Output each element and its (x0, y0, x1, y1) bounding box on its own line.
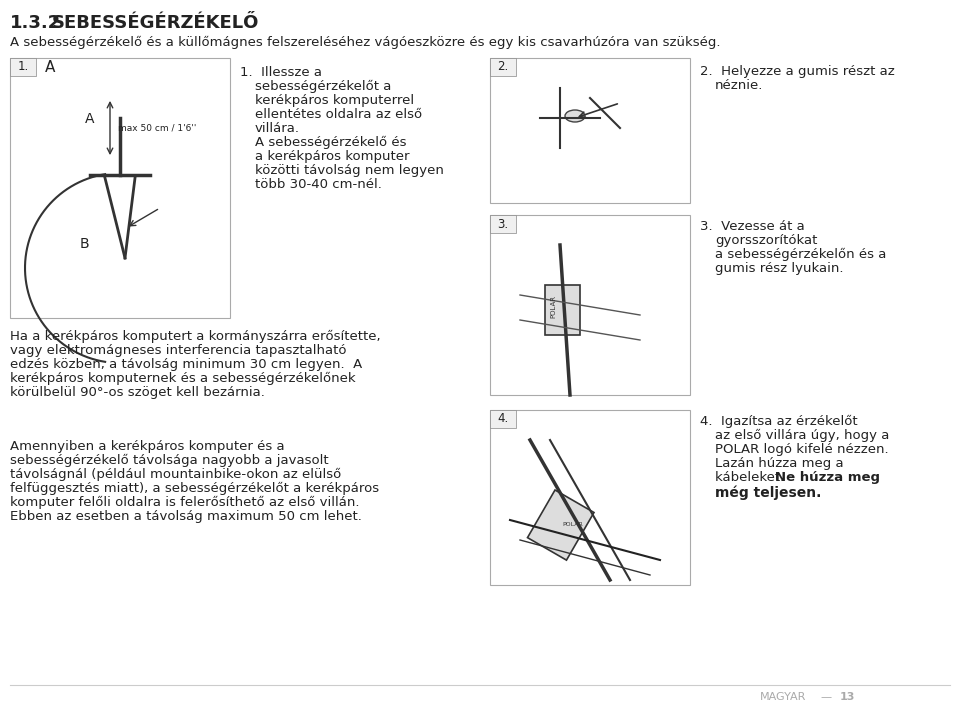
Text: A: A (85, 112, 94, 126)
Text: 3.: 3. (497, 218, 509, 230)
Text: 1.: 1. (17, 61, 29, 74)
Bar (527, 490, 594, 560)
Text: POLAR: POLAR (562, 522, 583, 527)
Text: villára.: villára. (255, 122, 300, 135)
Bar (490, 58, 516, 76)
Text: gyorsszorítókat: gyorsszorítókat (715, 234, 817, 247)
Bar (10, 58, 230, 318)
Bar (490, 410, 690, 585)
Ellipse shape (565, 110, 585, 122)
Bar (545, 285, 580, 335)
Text: komputer felőli oldalra is felerősíthető az első villán.: komputer felőli oldalra is felerősíthető… (10, 496, 359, 509)
Text: gumis rész lyukain.: gumis rész lyukain. (715, 262, 844, 275)
Text: 2.  Helyezze a gumis részt az: 2. Helyezze a gumis részt az (700, 65, 895, 78)
Text: max 50 cm / 1'6'': max 50 cm / 1'6'' (118, 124, 197, 132)
Text: Ebben az esetben a távolság maximum 50 cm lehet.: Ebben az esetben a távolság maximum 50 c… (10, 510, 362, 523)
Text: közötti távolság nem legyen: közötti távolság nem legyen (255, 164, 444, 177)
Bar (490, 215, 690, 395)
Bar (490, 215, 516, 233)
Text: több 30-40 cm-nél.: több 30-40 cm-nél. (255, 178, 382, 191)
Text: kerékpáros komputernek és a sebességérzékelőnek: kerékpáros komputernek és a sebességérzé… (10, 372, 355, 385)
Text: a kerékpáros komputer: a kerékpáros komputer (255, 150, 410, 163)
Text: még teljesen.: még teljesen. (715, 485, 822, 500)
Text: A: A (45, 61, 55, 76)
Text: távolságnál (például mountainbike-okon az elülső: távolságnál (például mountainbike-okon a… (10, 468, 341, 481)
Text: Amennyiben a kerékpáros komputer és a: Amennyiben a kerékpáros komputer és a (10, 440, 284, 453)
Bar (10, 58, 36, 76)
Text: 4.: 4. (497, 412, 509, 426)
Text: Ha a kerékpáros komputert a kormányszárra erősítette,: Ha a kerékpáros komputert a kormányszárr… (10, 330, 380, 343)
Text: 3.  Vezesse át a: 3. Vezesse át a (700, 220, 804, 233)
Text: Ne húzza meg: Ne húzza meg (775, 471, 880, 484)
Text: SEBESSÉGÉRZÉKELŐ: SEBESSÉGÉRZÉKELŐ (52, 14, 259, 32)
Text: 2.: 2. (497, 61, 509, 74)
Bar (490, 58, 690, 203)
Text: 13: 13 (840, 692, 855, 702)
Text: B: B (80, 237, 89, 251)
Text: kábeleket.: kábeleket. (715, 471, 788, 484)
Text: felfüggesztés miatt), a sebességérzékelőt a kerékpáros: felfüggesztés miatt), a sebességérzékelő… (10, 482, 379, 495)
Text: edzés közben, a távolság minimum 30 cm legyen.  A: edzés közben, a távolság minimum 30 cm l… (10, 358, 362, 371)
Text: POLAR logó kifelé nézzen.: POLAR logó kifelé nézzen. (715, 443, 889, 456)
Text: a sebességérzékelőn és a: a sebességérzékelőn és a (715, 248, 886, 261)
Text: kerékpáros komputerrel: kerékpáros komputerrel (255, 94, 414, 107)
Bar (490, 410, 516, 428)
Text: POLAR: POLAR (550, 296, 556, 318)
Text: MAGYAR: MAGYAR (760, 692, 806, 702)
Text: vagy elektromágneses interferencia tapasztalható: vagy elektromágneses interferencia tapas… (10, 344, 347, 357)
Text: ellentétes oldalra az első: ellentétes oldalra az első (255, 108, 422, 121)
Text: körülbelül 90°-os szöget kell bezárnia.: körülbelül 90°-os szöget kell bezárnia. (10, 386, 265, 399)
Text: —: — (820, 692, 831, 702)
Text: A sebességérzékelő és: A sebességérzékelő és (255, 136, 406, 149)
Text: sebességérzékelő távolsága nagyobb a javasolt: sebességérzékelő távolsága nagyobb a jav… (10, 454, 328, 467)
Text: 1.3.2: 1.3.2 (10, 14, 61, 32)
Text: néznie.: néznie. (715, 79, 763, 92)
Text: Lazán húzza meg a: Lazán húzza meg a (715, 457, 844, 470)
Text: az első villára úgy, hogy a: az első villára úgy, hogy a (715, 429, 889, 442)
Text: A sebességérzékelő és a küllőmágnes felszereléséhez vágóeszközre és egy kis csav: A sebességérzékelő és a küllőmágnes fels… (10, 36, 721, 49)
Text: 4.  Igazítsa az érzékelőt: 4. Igazítsa az érzékelőt (700, 415, 857, 428)
Text: sebességérzékelőt a: sebességérzékelőt a (255, 80, 392, 93)
Text: 1.  Illessze a: 1. Illessze a (240, 66, 322, 79)
